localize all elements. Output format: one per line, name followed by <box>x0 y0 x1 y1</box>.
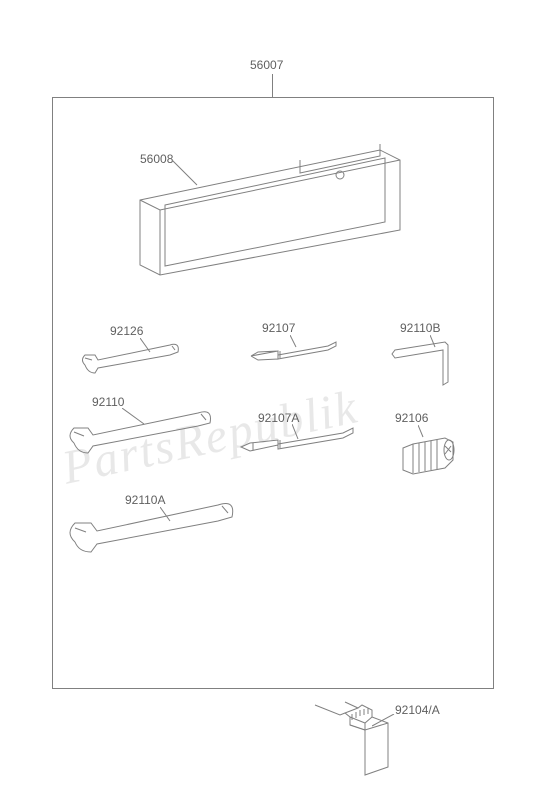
leader-92110A <box>160 507 175 525</box>
label-92107: 92107 <box>262 321 295 335</box>
leader-92106 <box>418 425 428 440</box>
label-92110A: 92110A <box>125 493 165 507</box>
diagram-canvas: PartsRepublik 56007 56008 92126 92110 92… <box>0 0 551 800</box>
label-92104A: 92104/A <box>395 703 440 717</box>
leader-92110 <box>122 408 147 428</box>
part-wrench-92126 <box>80 340 190 380</box>
label-92110: 92110 <box>92 395 124 409</box>
leader-92110B <box>430 335 440 350</box>
leader-92107 <box>290 335 300 350</box>
part-wrench-92110A <box>68 500 248 560</box>
leader-92126 <box>140 338 155 356</box>
part-driver-92107A <box>238 425 368 460</box>
label-92107A: 92107A <box>258 411 299 425</box>
part-grip-92106 <box>395 430 465 480</box>
leader-92107A <box>292 424 302 442</box>
label-92126: 92126 <box>110 324 143 338</box>
label-56008: 56008 <box>140 152 173 166</box>
leader-56007 <box>272 74 273 97</box>
label-92106: 92106 <box>395 411 428 425</box>
leader-56008 <box>172 160 202 190</box>
leader-92104A <box>372 714 397 729</box>
label-56007: 56007 <box>250 58 283 72</box>
label-92110B: 92110B <box>400 321 440 335</box>
